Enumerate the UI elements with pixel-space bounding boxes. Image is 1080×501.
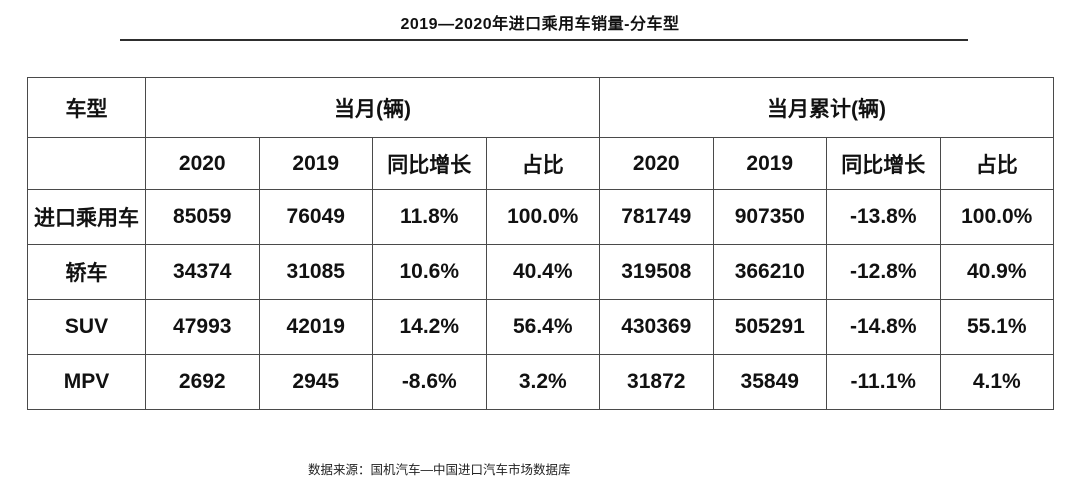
sub-header-row: 2020 2019 同比增长 占比 2020 2019 同比增长 占比 [27,137,1054,190]
data-cell: 4.1% [939,354,1054,410]
sub-header-cell: 2020 [145,137,260,190]
data-cell: 366210 [712,244,827,300]
row-label: 轿车 [27,244,146,300]
table-row: MPV 2692 2945 -8.6% 3.2% 31872 35849 -11… [27,354,1054,410]
data-cell: 11.8% [372,189,487,245]
data-cell: 42019 [258,299,373,355]
page-title: 2019—2020年进口乘用车销量-分车型 [400,16,680,33]
corner-empty-cell [27,137,146,190]
data-cell: 2945 [258,354,373,410]
data-cell: 40.4% [485,244,600,300]
data-cell: -14.8% [826,299,941,355]
corner-header-cell: 车型 [27,77,146,138]
sub-header-cell: 同比增长 [826,137,941,190]
group-header-cumulative: 当月累计(辆) [599,77,1054,138]
data-cell: 55.1% [939,299,1054,355]
data-cell: 85059 [145,189,260,245]
data-cell: -11.1% [826,354,941,410]
data-cell: 40.9% [939,244,1054,300]
data-cell: 14.2% [372,299,487,355]
table-row: 轿车 34374 31085 10.6% 40.4% 319508 366210… [27,244,1054,300]
data-cell: 31872 [599,354,714,410]
data-cell: -12.8% [826,244,941,300]
title-underline [120,39,968,41]
data-cell: 100.0% [939,189,1054,245]
data-cell: 505291 [712,299,827,355]
sub-header-cell: 2019 [712,137,827,190]
data-cell: 907350 [712,189,827,245]
row-label: 进口乘用车 [27,189,146,245]
table-row: 进口乘用车 85059 76049 11.8% 100.0% 781749 90… [27,189,1054,245]
data-cell: 10.6% [372,244,487,300]
sub-header-cell: 同比增长 [372,137,487,190]
data-cell: 31085 [258,244,373,300]
data-cell: 34374 [145,244,260,300]
row-label: SUV [27,299,146,355]
data-cell: 3.2% [485,354,600,410]
sub-header-cell: 占比 [485,137,600,190]
table-row: SUV 47993 42019 14.2% 56.4% 430369 50529… [27,299,1054,355]
data-cell: 430369 [599,299,714,355]
sub-header-cell: 2020 [599,137,714,190]
data-cell: -8.6% [372,354,487,410]
sales-table: 车型 当月(辆) 当月累计(辆) 2020 2019 同比增长 占比 2020 … [27,77,1054,410]
data-cell: 76049 [258,189,373,245]
data-cell: 781749 [599,189,714,245]
row-label: MPV [27,354,146,410]
data-cell: 2692 [145,354,260,410]
data-cell: 319508 [599,244,714,300]
data-cell: 35849 [712,354,827,410]
group-header-row: 车型 当月(辆) 当月累计(辆) [27,77,1054,138]
data-cell: 47993 [145,299,260,355]
data-cell: -13.8% [826,189,941,245]
data-cell: 56.4% [485,299,600,355]
sub-header-cell: 占比 [939,137,1054,190]
data-source-note: 数据来源：国机汽车—中国进口汽车市场数据库 [308,463,571,477]
sub-header-cell: 2019 [258,137,373,190]
data-cell: 100.0% [485,189,600,245]
group-header-current-month: 当月(辆) [145,77,600,138]
